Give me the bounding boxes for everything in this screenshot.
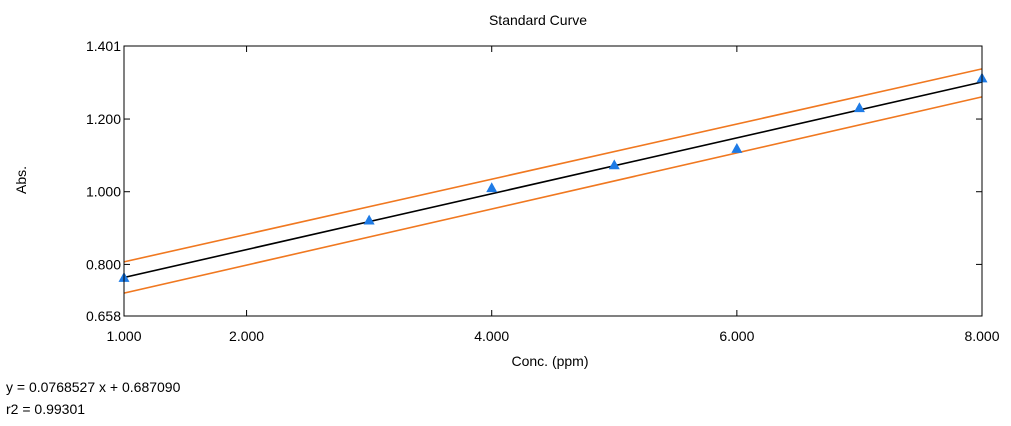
- y-axis-label: Abs.: [13, 166, 29, 194]
- r-squared-value: r2 = 0.99301: [6, 401, 85, 417]
- data-point-marker: [853, 102, 865, 113]
- y-axis-ticks: 0.658 0.800 1.000 1.200 1.401: [86, 38, 982, 324]
- confidence-band: [123, 68, 983, 294]
- data-point-marker: [486, 182, 498, 193]
- lower-confidence-line: [123, 96, 983, 294]
- regression-equation: y = 0.0768527 x + 0.687090: [6, 379, 181, 395]
- x-tick-label: 4.000: [474, 328, 509, 344]
- data-point-marker: [731, 142, 743, 153]
- x-tick-label: 6.000: [719, 328, 754, 344]
- y-tick-label: 0.800: [86, 256, 121, 272]
- y-tick-label: 1.401: [86, 38, 121, 54]
- chart-title: Standard Curve: [489, 12, 587, 28]
- x-tick-label: 2.000: [229, 328, 264, 344]
- y-tick-label: 1.200: [86, 111, 121, 127]
- regression-line: [123, 81, 983, 279]
- data-points: [118, 72, 988, 282]
- x-axis-label: Conc. (ppm): [511, 353, 588, 369]
- x-axis-ticks: 1.000 2.000 4.000 6.000 8.000: [106, 46, 1000, 344]
- x-tick-label: 1.000: [106, 328, 141, 344]
- y-tick-label: 0.658: [86, 308, 121, 324]
- y-tick-label: 1.000: [86, 184, 121, 200]
- plot-area-frame: [123, 45, 983, 317]
- upper-confidence-line: [123, 68, 983, 263]
- data-point-marker: [608, 159, 620, 170]
- x-tick-label: 8.000: [964, 328, 999, 344]
- data-point-marker: [363, 214, 375, 225]
- regression-line-group: [123, 81, 983, 279]
